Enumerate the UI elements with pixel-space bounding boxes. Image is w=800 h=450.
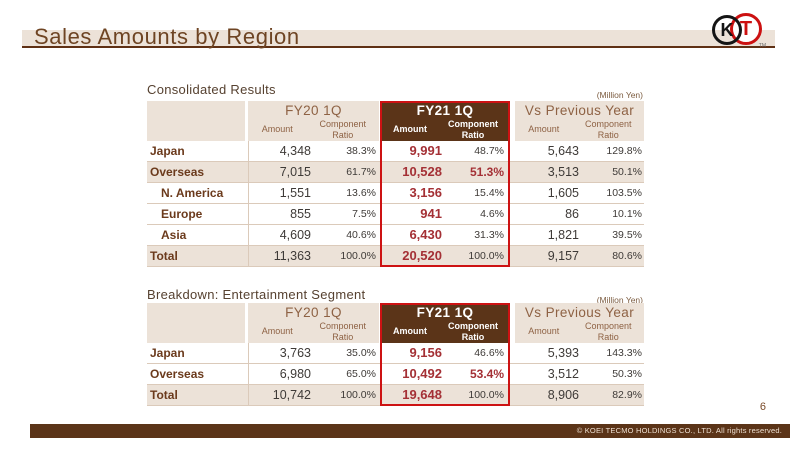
fy21-ratio-header: Component Ratio (448, 321, 498, 342)
table-row-total: Total 10,742 100.0% 19,648 100.0% 8,906 … (147, 385, 644, 406)
title-underline (22, 46, 775, 48)
vs-amount-header: Amount (528, 124, 560, 135)
trademark-mark: TM (758, 43, 766, 49)
vs-previous-year-column-group-header: Vs Previous Year Amount Component Ratio (515, 303, 644, 343)
fy21-amount-header: Amount (393, 124, 427, 135)
fy21-column-group-header: FY21 1Q Amount Component Ratio (382, 303, 508, 343)
table-row-japan: Japan 3,763 35.0% 9,156 46.6% 5,393 143.… (147, 343, 644, 364)
footer-copyright-bar: © KOEI TECMO HOLDINGS CO., LTD. All righ… (30, 424, 790, 438)
entertainment-segment-table: FY20 1Q Amount Component Ratio FY21 1Q A… (147, 303, 644, 406)
consolidated-table-title: Consolidated Results (147, 82, 276, 97)
vs-amount-header: Amount (528, 326, 560, 337)
consolidated-results-table: FY20 1Q Amount Component Ratio FY21 1Q A… (147, 101, 644, 267)
fy21-column-group-header: FY21 1Q Amount Component Ratio (382, 101, 508, 141)
fy20-column-group-header: FY20 1Q Amount Component Ratio (248, 101, 379, 141)
consolidated-unit-label: (Million Yen) (596, 90, 643, 100)
table-row-total: Total 11,363 100.0% 20,520 100.0% 9,157 … (147, 246, 644, 267)
copyright-text: © KOEI TECMO HOLDINGS CO., LTD. All righ… (576, 426, 782, 435)
fy20-column-group-header: FY20 1Q Amount Component Ratio (248, 303, 379, 343)
entertainment-unit-label: (Million Yen) (596, 295, 643, 305)
table-row-overseas: Overseas 7,015 61.7% 10,528 51.3% 3,513 … (147, 162, 644, 183)
page-number: 6 (759, 401, 766, 413)
fy21-ratio-header: Component Ratio (448, 119, 498, 140)
vs-ratio-header: Component Ratio (584, 321, 632, 342)
table-header-row: FY20 1Q Amount Component Ratio FY21 1Q A… (147, 303, 644, 343)
table-row-japan: Japan 4,348 38.3% 9,991 48.7% 5,643 129.… (147, 141, 644, 162)
entertainment-table-title: Breakdown: Entertainment Segment (147, 287, 366, 302)
logo-t-letter: T (739, 17, 753, 40)
logo-k-letter: K (720, 19, 734, 40)
fy21-amount-header: Amount (393, 326, 427, 337)
fy20-ratio-header: Component Ratio (319, 321, 367, 342)
fy20-amount-header: Amount (261, 326, 293, 337)
label-column-header (147, 303, 245, 343)
table-header-row: FY20 1Q Amount Component Ratio FY21 1Q A… (147, 101, 644, 141)
page-title: Sales Amounts by Region (34, 24, 300, 49)
table-row-asia: Asia 4,609 40.6% 6,430 31.3% 1,821 39.5% (147, 225, 644, 246)
koei-tecmo-logo: T K TM (712, 13, 766, 49)
logo-k-circle-icon: K (712, 15, 742, 45)
fy20-amount-header: Amount (261, 124, 293, 135)
vs-ratio-header: Component Ratio (584, 119, 632, 140)
fy20-ratio-header: Component Ratio (319, 119, 367, 140)
title-band (22, 30, 775, 46)
table-row-overseas: Overseas 6,980 65.0% 10,492 53.4% 3,512 … (147, 364, 644, 385)
vs-previous-year-column-group-header: Vs Previous Year Amount Component Ratio (515, 101, 644, 141)
label-column-header (147, 101, 245, 141)
table-row-europe: Europe 855 7.5% 941 4.6% 86 10.1% (147, 204, 644, 225)
table-row-n-america: N. America 1,551 13.6% 3,156 15.4% 1,605… (147, 183, 644, 204)
